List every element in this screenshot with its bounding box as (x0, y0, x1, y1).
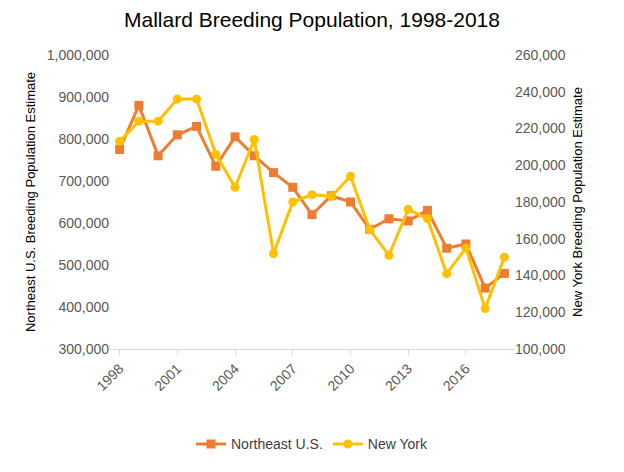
svg-text:2007: 2007 (266, 360, 299, 393)
svg-text:200,000: 200,000 (515, 157, 566, 173)
svg-text:120,000: 120,000 (515, 304, 566, 320)
svg-text:New York Breeding Population E: New York Breeding Population Estimate (570, 87, 585, 317)
svg-text:1,000,000: 1,000,000 (47, 47, 109, 63)
svg-text:400,000: 400,000 (58, 299, 109, 315)
svg-text:180,000: 180,000 (515, 194, 566, 210)
svg-text:240,000: 240,000 (515, 84, 566, 100)
svg-text:800,000: 800,000 (58, 131, 109, 147)
svg-text:500,000: 500,000 (58, 257, 109, 273)
svg-text:100,000: 100,000 (515, 341, 566, 357)
svg-text:New York: New York (368, 436, 428, 452)
svg-text:2013: 2013 (382, 360, 415, 393)
svg-text:2004: 2004 (209, 360, 242, 393)
svg-text:260,000: 260,000 (515, 47, 566, 63)
svg-text:Northeast U.S.: Northeast U.S. (231, 436, 323, 452)
svg-text:900,000: 900,000 (58, 89, 109, 105)
svg-text:700,000: 700,000 (58, 173, 109, 189)
svg-text:160,000: 160,000 (515, 231, 566, 247)
svg-text:Northeast U.S. Breeding Popula: Northeast U.S. Breeding Population Estim… (23, 72, 38, 332)
svg-text:2001: 2001 (151, 360, 184, 393)
svg-text:2016: 2016 (440, 360, 473, 393)
svg-text:Mallard Breeding Population, 1: Mallard Breeding Population, 1998-2018 (124, 8, 500, 31)
svg-text:140,000: 140,000 (515, 267, 566, 283)
svg-text:300,000: 300,000 (58, 341, 109, 357)
svg-text:1998: 1998 (93, 360, 126, 393)
svg-text:600,000: 600,000 (58, 215, 109, 231)
svg-text:220,000: 220,000 (515, 120, 566, 136)
svg-text:2010: 2010 (324, 360, 357, 393)
